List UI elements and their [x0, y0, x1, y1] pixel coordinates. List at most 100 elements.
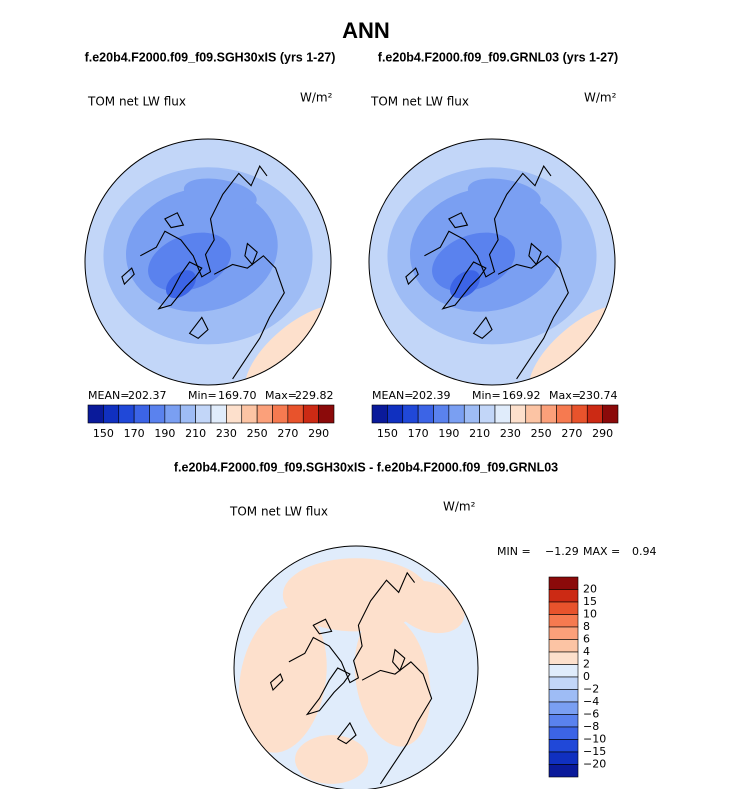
colorbar-swatch [179, 404, 196, 424]
colorbar-label: 290 [592, 427, 613, 440]
stat-label: MEAN= [88, 389, 129, 402]
colorbar-label: 210 [185, 427, 206, 440]
map-border [233, 545, 479, 789]
polar-map [85, 139, 331, 385]
colorbar-label: 210 [469, 427, 490, 440]
contour-region [354, 613, 431, 747]
colorbar-swatch [548, 576, 579, 590]
coastline [312, 618, 333, 635]
colorbar-label: 10 [583, 608, 597, 621]
colorbar-swatch [494, 404, 511, 424]
colorbar-label: −10 [583, 733, 606, 746]
colorbar-swatch [149, 404, 166, 424]
colorbar-label: −4 [583, 695, 599, 708]
colorbar-label: 190 [154, 427, 175, 440]
colorbar-label: 170 [124, 427, 145, 440]
stat-value: 169.92 [502, 389, 541, 402]
colorbar-label: 250 [247, 427, 268, 440]
coastline [244, 242, 258, 266]
colorbar-swatch [287, 404, 304, 424]
coastline [188, 316, 209, 339]
colorbar-swatch [103, 404, 120, 424]
colorbar-label: −6 [583, 708, 599, 721]
panel-variable: TOM net LW flux [370, 95, 469, 109]
colorbar-swatch [548, 701, 579, 715]
stat-value: −1.29 [545, 545, 579, 558]
colorbar-swatch [164, 404, 181, 424]
coastline [361, 661, 433, 785]
coastline [424, 165, 552, 278]
colorbar-swatch [272, 404, 289, 424]
coastline [336, 721, 357, 745]
colorbar-label: 150 [377, 427, 398, 440]
coastline [448, 212, 469, 229]
coastline [140, 165, 268, 278]
colorbar-swatch [302, 404, 319, 424]
stat-value: 202.39 [412, 389, 451, 402]
stat-value: 0.94 [632, 545, 657, 558]
colorbar-label: 230 [216, 427, 237, 440]
colorbar-label: 270 [561, 427, 582, 440]
colorbar-swatch [548, 639, 579, 653]
panel-units: W/m² [300, 91, 333, 105]
colorbar-swatch [548, 689, 579, 703]
coastline [213, 255, 285, 380]
coastline [528, 242, 542, 266]
colorbar-label: 290 [308, 427, 329, 440]
coastline [441, 261, 487, 310]
colorbar-label: 0 [583, 670, 590, 683]
difference-title: f.e20b4.F2000.f09_f09.SGH30xIS - f.e20b4… [174, 460, 558, 474]
stat-label: MIN = [497, 545, 531, 558]
maps [84, 138, 616, 789]
stat-label: Max= [265, 389, 297, 402]
map-border [368, 138, 616, 386]
coastline [288, 571, 416, 684]
colorbar-label: 190 [438, 427, 459, 440]
polar-map [234, 546, 478, 789]
colorbar-swatch [548, 664, 579, 678]
map-border [84, 138, 332, 386]
panel-case: f.e20b4.F2000.f09_f09.SGH30xIS (yrs 1-27… [85, 50, 336, 64]
colorbar-swatch [548, 651, 579, 665]
colorbar-label: −15 [583, 745, 606, 758]
colorbar-swatch [87, 404, 104, 424]
coastline [157, 261, 203, 310]
colorbar-label: 8 [583, 620, 590, 633]
colorbar-label: 15 [583, 595, 597, 608]
colorbar-swatch [548, 614, 579, 628]
colorbar-swatch [448, 404, 465, 424]
colorbar-label: 170 [408, 427, 429, 440]
contour-region [183, 178, 257, 211]
coastline [405, 267, 419, 286]
stat-label: Max= [549, 389, 581, 402]
colorbar-swatch [540, 404, 557, 424]
colorbar-label: 270 [277, 427, 298, 440]
colorbar-label: 4 [583, 645, 590, 658]
polar-map [369, 139, 615, 385]
colorbar-swatch [195, 404, 212, 424]
stat-value: 202.37 [128, 389, 167, 402]
colorbar-swatch [479, 404, 496, 424]
stat-label: MEAN= [372, 389, 413, 402]
coastline [305, 667, 351, 716]
colorbar-swatch [371, 404, 388, 424]
contour-region [295, 735, 369, 784]
colorbar-swatch [402, 404, 419, 424]
stat-value: 230.74 [579, 389, 618, 402]
colorbar-label: 250 [531, 427, 552, 440]
colorbar-swatch [548, 626, 579, 640]
coastline [121, 267, 135, 286]
contour-region [449, 270, 480, 299]
colorbar-swatch [571, 404, 588, 424]
colorbar-swatch [463, 404, 480, 424]
colorbar-label: 150 [93, 427, 114, 440]
colorbar-swatch [548, 764, 579, 778]
colorbar-swatch [525, 404, 542, 424]
colorbar-swatch [602, 404, 619, 424]
colorbar-swatch [226, 404, 243, 424]
colorbar-swatch [118, 404, 135, 424]
coastline [164, 212, 185, 229]
coastline [392, 648, 406, 672]
